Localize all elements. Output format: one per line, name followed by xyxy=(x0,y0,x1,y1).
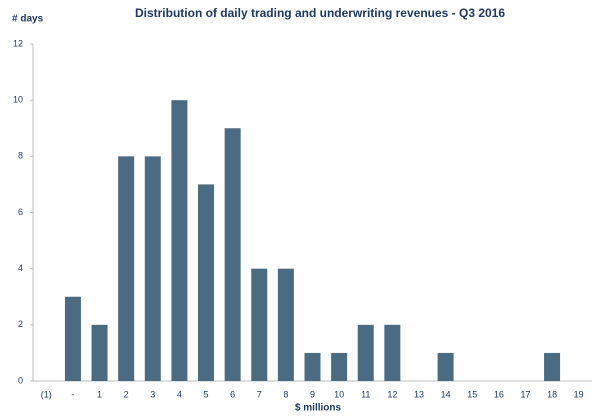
bar xyxy=(64,296,81,381)
bar xyxy=(304,352,321,381)
x-tick-label: 2 xyxy=(124,389,129,399)
x-tick-label: 3 xyxy=(150,389,155,399)
chart-title: Distribution of daily trading and underw… xyxy=(135,6,505,20)
x-tick-label: 18 xyxy=(547,389,557,399)
bar xyxy=(331,352,348,381)
bar xyxy=(91,324,108,381)
x-tick-label: 8 xyxy=(283,389,288,399)
y-tick-label: 10 xyxy=(13,95,23,105)
x-tick-label: 13 xyxy=(414,389,424,399)
bar xyxy=(384,324,401,381)
bar xyxy=(437,352,454,381)
bar xyxy=(357,324,374,381)
bar xyxy=(544,352,561,381)
x-tick-label: 14 xyxy=(441,389,451,399)
x-tick-label: 17 xyxy=(520,389,530,399)
x-tick-label: 5 xyxy=(204,389,209,399)
bar xyxy=(251,268,268,381)
y-tick-label: 8 xyxy=(18,151,23,161)
bar xyxy=(118,156,135,381)
y-axis-label: # days xyxy=(12,14,44,25)
bar xyxy=(277,268,294,381)
x-tick-label: 16 xyxy=(494,389,504,399)
x-tick-label: 10 xyxy=(334,389,344,399)
y-tick-label: 6 xyxy=(18,207,23,217)
bar xyxy=(224,128,241,381)
x-tick-label: (1) xyxy=(41,389,52,399)
bar xyxy=(198,184,215,381)
bar xyxy=(144,156,161,381)
y-tick-label: 4 xyxy=(18,263,23,273)
x-tick-label: 12 xyxy=(387,389,397,399)
bar xyxy=(171,100,188,382)
x-tick-label: 9 xyxy=(310,389,315,399)
x-tick-label: 4 xyxy=(177,389,182,399)
y-tick-label: 12 xyxy=(13,38,23,48)
y-tick-label: 0 xyxy=(18,375,23,385)
x-axis-label: $ millions xyxy=(295,403,342,414)
x-tick-label: 15 xyxy=(467,389,477,399)
x-tick-label: 1 xyxy=(97,389,102,399)
x-tick-label: 11 xyxy=(361,389,370,399)
x-tick-label: 6 xyxy=(230,389,235,399)
x-tick-label: - xyxy=(71,389,74,399)
y-tick-label: 2 xyxy=(18,319,23,329)
x-tick-label: 7 xyxy=(257,389,262,399)
x-tick-label: 19 xyxy=(574,389,584,399)
